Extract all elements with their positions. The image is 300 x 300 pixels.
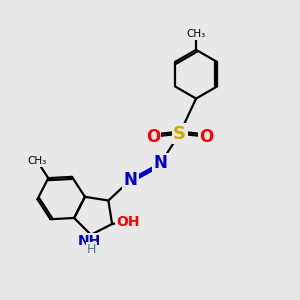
Text: N: N: [124, 171, 138, 189]
Text: N: N: [154, 154, 167, 172]
Text: CH₃: CH₃: [186, 29, 206, 39]
Text: O: O: [146, 128, 160, 146]
Text: O: O: [199, 128, 214, 146]
Text: OH: OH: [116, 214, 139, 229]
Text: H: H: [87, 242, 96, 256]
Text: NH: NH: [78, 234, 101, 248]
Text: CH₃: CH₃: [28, 156, 47, 166]
Text: S: S: [173, 125, 186, 143]
